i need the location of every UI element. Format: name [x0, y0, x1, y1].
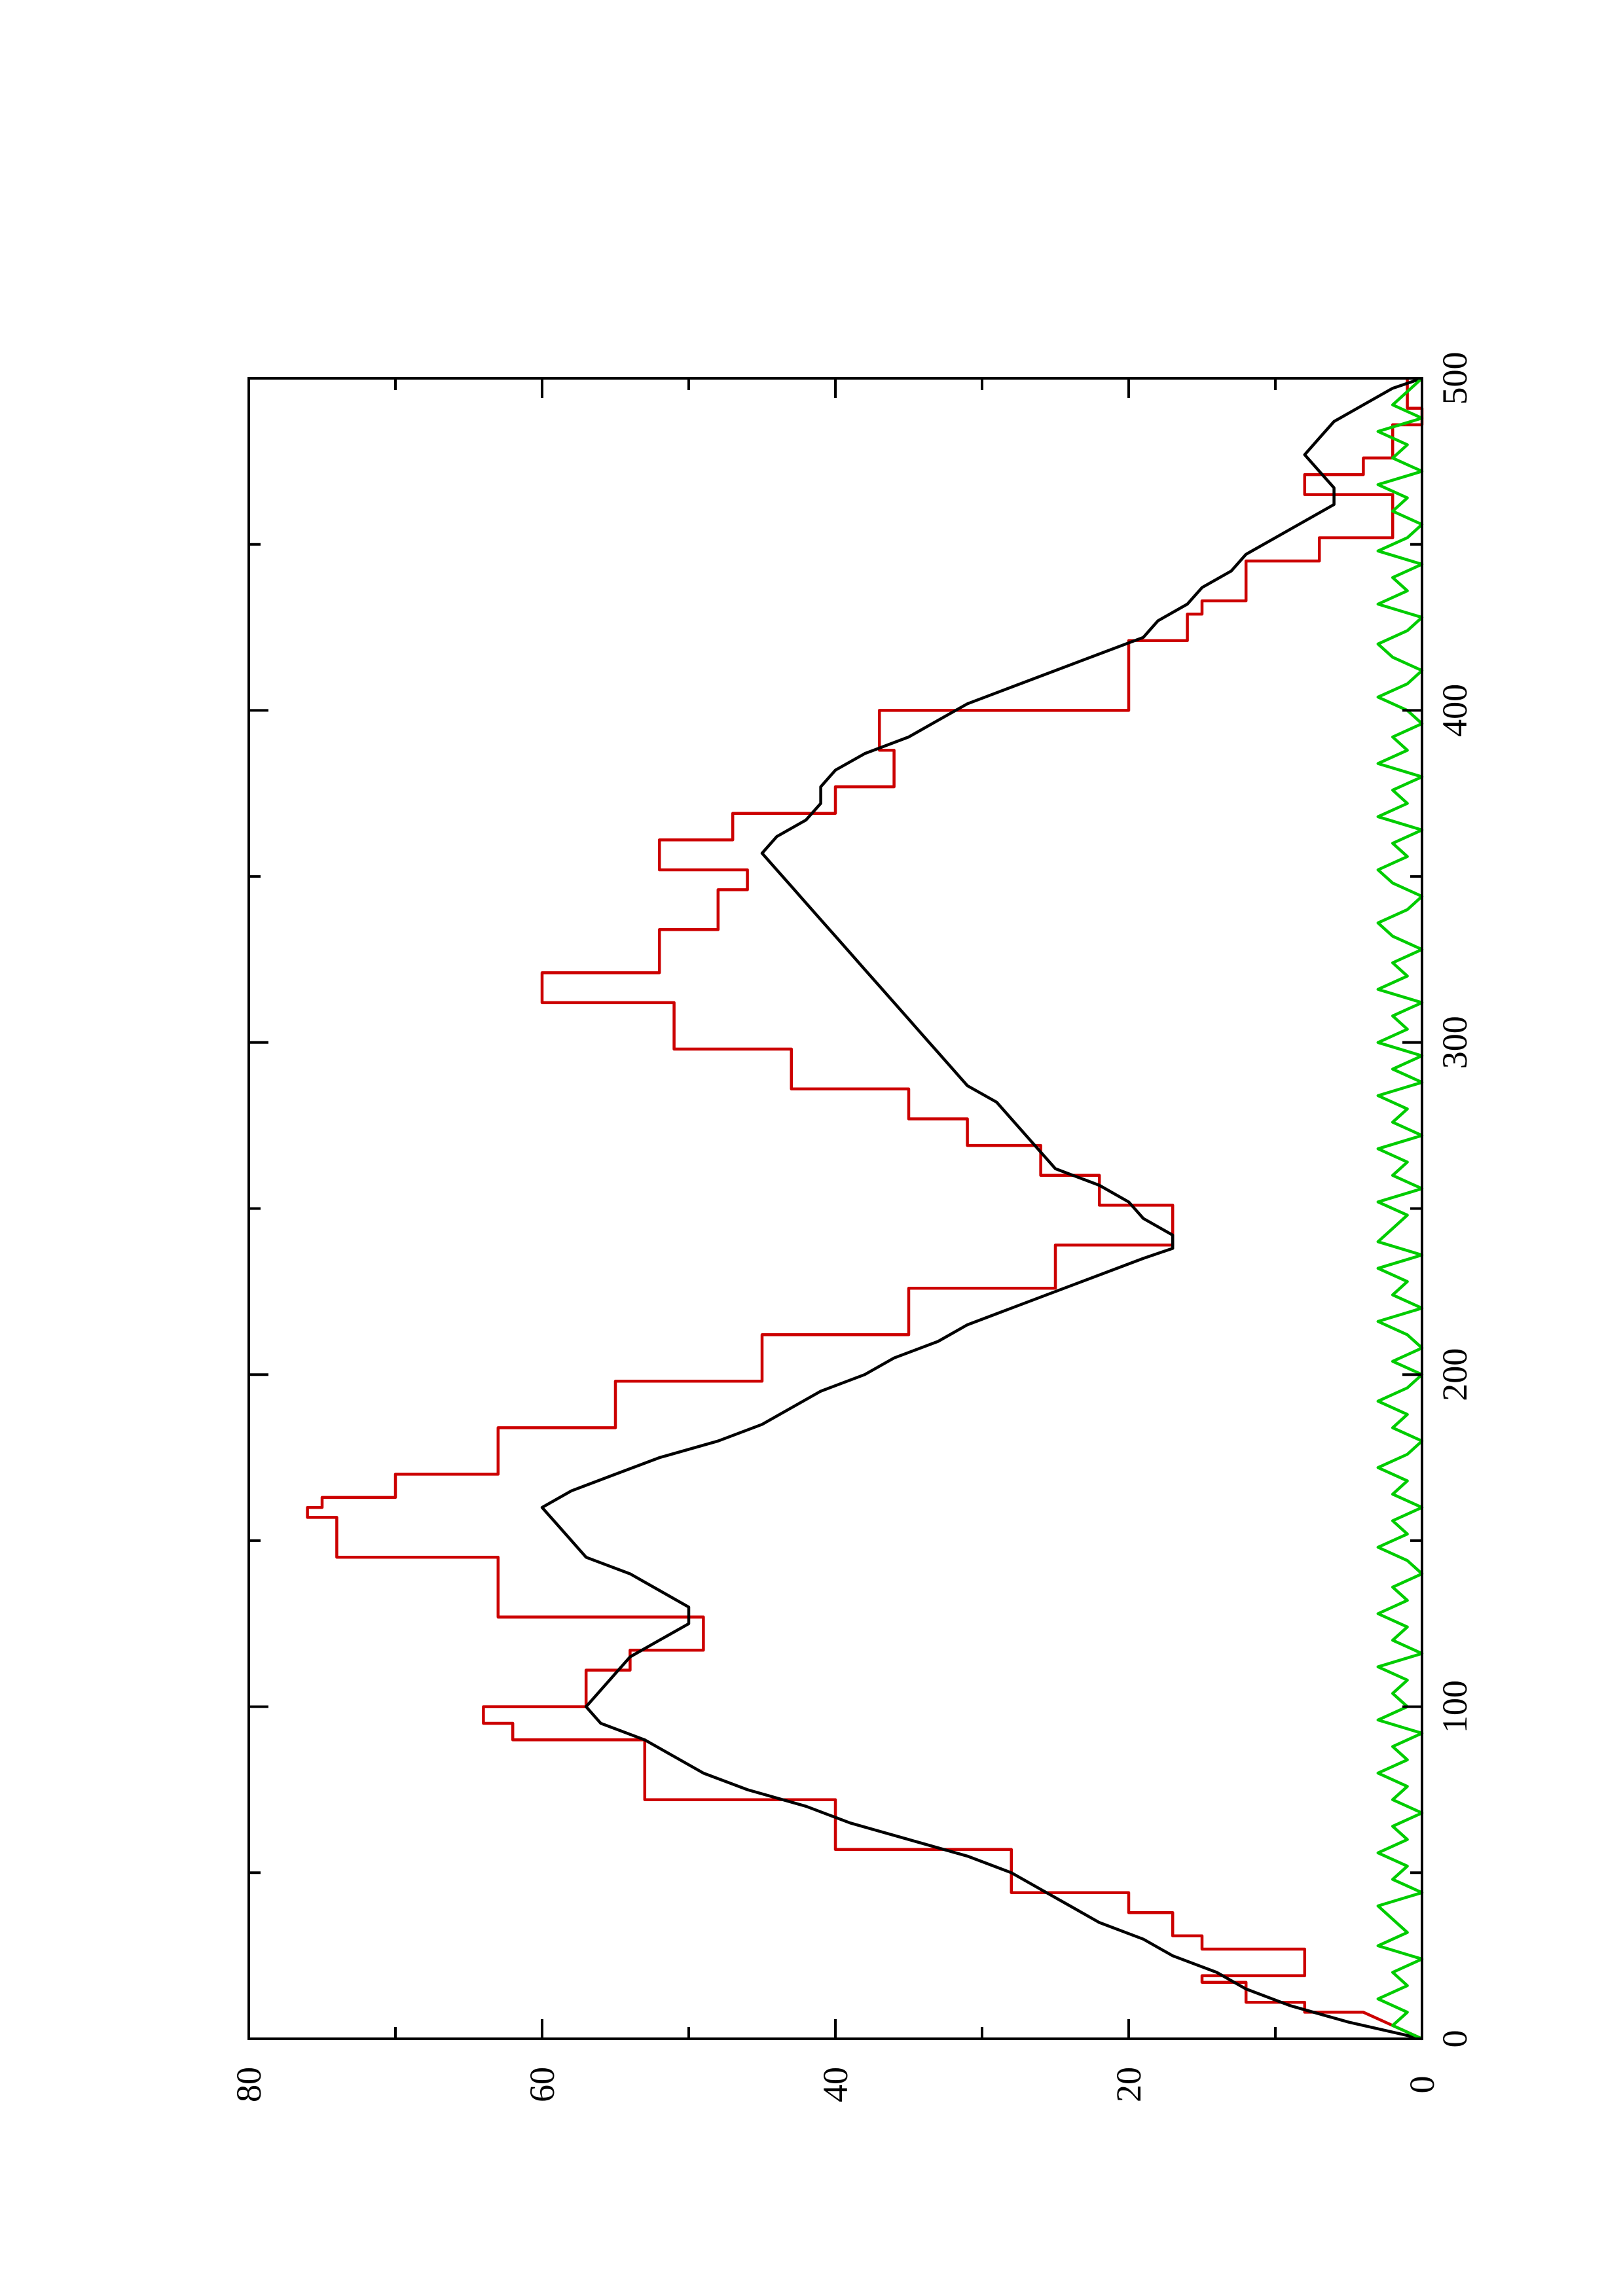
- x-tick-label: 0: [1435, 2030, 1474, 2048]
- series-2-line: [540, 376, 1423, 2041]
- x-tick-label: 500: [1435, 352, 1474, 405]
- x-tick-label: 200: [1435, 1348, 1474, 1401]
- series-1-line: [306, 378, 1424, 2041]
- x-tick-label: 300: [1435, 1016, 1474, 1069]
- y-tick-label: 0: [1402, 2076, 1442, 2094]
- series-layer: [306, 376, 1424, 2041]
- tick-label-layer: 0 100 200 300 400 500 0 20 40 60 80: [229, 352, 1474, 2103]
- plot-frame: [247, 377, 1423, 2040]
- series-3-line: [1376, 377, 1424, 2041]
- x-tick-label: 400: [1435, 684, 1474, 737]
- x-tick-label: 100: [1435, 1680, 1474, 1733]
- y-tick-label: 60: [522, 2067, 562, 2102]
- y-tick-label: 40: [816, 2067, 855, 2102]
- tick-layer: [249, 378, 1422, 2039]
- y-tick-label: 20: [1109, 2067, 1148, 2102]
- y-tick-label: 80: [229, 2067, 268, 2102]
